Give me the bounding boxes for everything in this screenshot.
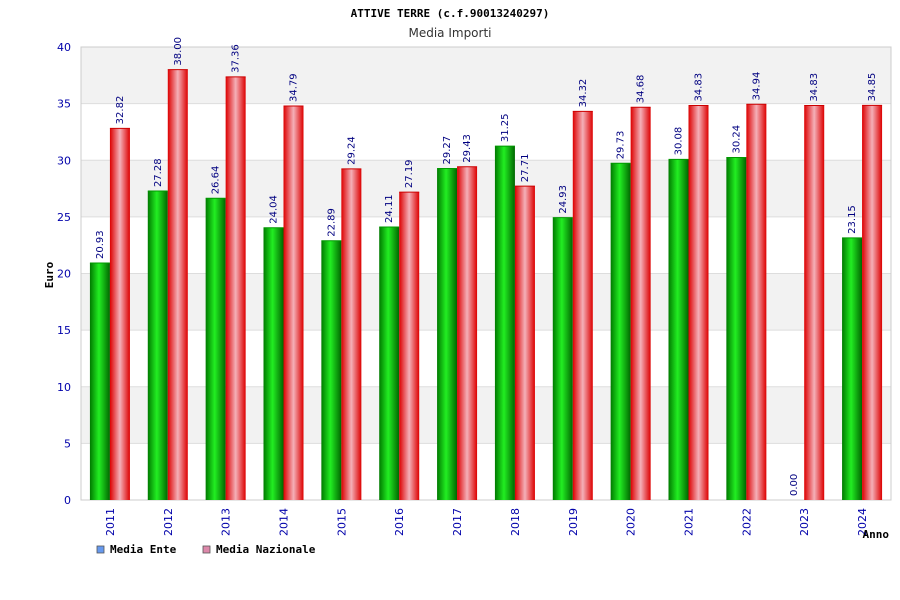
bar-media-ente <box>842 237 863 501</box>
value-label: 34.68 <box>636 75 647 104</box>
value-label: 34.83 <box>809 73 820 102</box>
y-tick-label: 20 <box>57 268 71 281</box>
x-tick-label: 2018 <box>509 508 522 536</box>
x-axis-ticks: 2011 2012 2013 2014 2015 2016 2017 2018 2019 2020… <box>104 508 869 536</box>
y-axis-ticks: 0 5 10 15 20 25 30 35 40 <box>57 41 71 507</box>
y-tick-label: 35 <box>57 98 71 111</box>
value-label: 26.64 <box>211 166 222 195</box>
bar-media-ente <box>726 157 747 501</box>
value-label: 23.15 <box>847 205 858 234</box>
x-tick-label: 2021 <box>683 508 696 536</box>
bar-media-nazionale <box>457 166 478 500</box>
bar-media-nazionale <box>572 111 593 501</box>
value-label: 22.89 <box>326 208 337 237</box>
x-tick-label: 2013 <box>220 508 233 536</box>
bar-media-nazionale <box>630 107 651 501</box>
grid-band <box>81 160 891 217</box>
value-label: 34.83 <box>694 73 705 102</box>
bar-media-nazionale <box>862 105 883 500</box>
value-label: 34.94 <box>751 72 762 101</box>
legend-label: Media Ente <box>110 543 177 556</box>
value-label: 34.85 <box>867 73 878 102</box>
value-label: 29.43 <box>462 134 473 163</box>
value-label: 30.08 <box>674 127 685 156</box>
bar-media-nazionale <box>167 69 188 501</box>
x-tick-label: 2011 <box>104 508 117 536</box>
grid-band <box>81 273 891 331</box>
bar-media-ente <box>321 240 342 500</box>
bar-media-nazionale <box>399 192 420 501</box>
bar-media-ente <box>263 227 284 500</box>
value-label: 27.28 <box>153 158 164 187</box>
value-label: 29.27 <box>442 136 453 165</box>
y-tick-label: 30 <box>57 154 71 167</box>
x-tick-label: 2012 <box>162 508 175 536</box>
value-label: 24.04 <box>269 195 280 224</box>
bars <box>89 69 883 501</box>
value-labels: 20.93 32.82 27.28 38.00 26.64 37.36 24.04 34.79… <box>95 37 878 496</box>
value-label: 27.71 <box>520 154 531 183</box>
bar-media-nazionale <box>283 106 304 501</box>
plot-border <box>80 46 892 501</box>
bar-media-nazionale <box>225 76 246 500</box>
y-tick-label: 10 <box>57 381 71 394</box>
grid-band <box>81 386 891 444</box>
value-label: 38.00 <box>173 37 184 66</box>
grid-band <box>81 47 891 104</box>
bar-media-ente <box>89 262 110 500</box>
x-tick-label: 2014 <box>278 508 291 536</box>
x-tick-label: 2022 <box>740 508 753 536</box>
x-tick-label: 2020 <box>625 508 638 536</box>
bar-media-nazionale <box>804 105 825 501</box>
bar-media-ente <box>379 226 400 500</box>
value-label: 34.32 <box>578 79 589 108</box>
value-label: 0.00 <box>789 474 800 496</box>
legend-swatch <box>96 545 105 554</box>
bar-media-ente <box>668 159 689 500</box>
bar-media-nazionale <box>746 104 767 500</box>
value-label: 32.82 <box>115 96 126 125</box>
bar-media-ente <box>610 163 631 501</box>
bar-media-nazionale <box>341 168 362 500</box>
y-tick-label: 0 <box>64 494 71 507</box>
bar-media-ente <box>437 168 458 500</box>
legend-swatch <box>202 545 211 554</box>
chart-title: ATTIVE TERRE (c.f.90013240297) <box>351 7 550 20</box>
y-tick-label: 5 <box>64 437 71 450</box>
bar-media-ente <box>205 198 226 500</box>
x-tick-label: 2019 <box>567 508 580 536</box>
value-label: 29.24 <box>346 136 357 165</box>
legend-label: Media Nazionale <box>216 543 316 556</box>
value-label: 27.19 <box>404 159 415 188</box>
x-axis-label: Anno <box>863 528 890 541</box>
legend: Media Ente Media Nazionale <box>96 543 316 556</box>
bar-media-nazionale <box>109 128 130 500</box>
bar-media-ente <box>494 146 515 500</box>
chart-subtitle: Media Importi <box>408 26 491 40</box>
value-label: 37.36 <box>231 44 242 73</box>
x-tick-label: 2024 <box>856 508 869 536</box>
y-axis-label: Euro <box>43 261 56 288</box>
value-label: 29.73 <box>616 131 627 160</box>
bar-media-nazionale <box>514 186 535 500</box>
value-label: 24.11 <box>384 194 395 223</box>
x-tick-label: 2016 <box>393 508 406 536</box>
value-label: 34.79 <box>289 73 300 102</box>
value-label: 30.24 <box>731 125 742 154</box>
value-label: 20.93 <box>95 230 106 259</box>
bar-media-ente <box>552 217 573 500</box>
y-tick-label: 15 <box>57 324 71 337</box>
y-tick-label: 40 <box>57 41 71 54</box>
y-tick-label: 25 <box>57 211 71 224</box>
x-tick-label: 2023 <box>798 508 811 536</box>
bar-media-ente <box>147 191 168 500</box>
x-tick-label: 2017 <box>451 508 464 536</box>
bar-media-nazionale <box>688 105 709 501</box>
x-tick-label: 2015 <box>335 508 348 536</box>
value-label: 24.93 <box>558 185 569 214</box>
value-label: 31.25 <box>500 113 511 142</box>
